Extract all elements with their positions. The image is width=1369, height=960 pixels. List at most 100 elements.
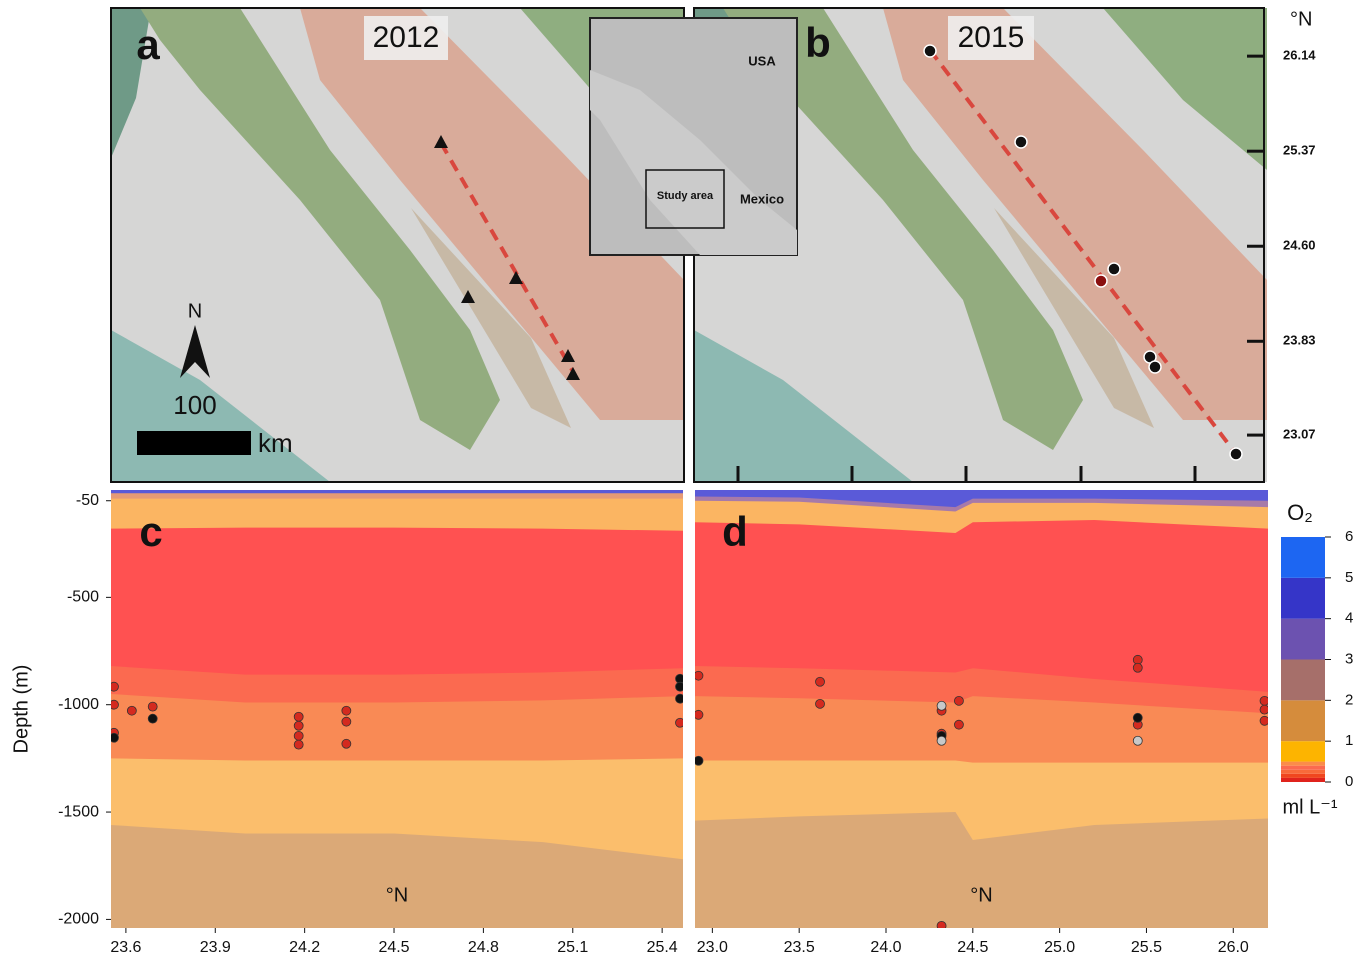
- lon-ticks: [736, 466, 1197, 482]
- panel-label: c: [139, 508, 162, 555]
- colorbar-band: [1281, 773, 1325, 778]
- colorbar-band: [1281, 618, 1325, 660]
- sample-point: [1132, 662, 1143, 673]
- o2-layer: [695, 490, 1268, 692]
- lat-axis-label: °N: [1290, 8, 1312, 30]
- sample-point: [1132, 712, 1143, 723]
- y-tick-label: -1500: [58, 803, 99, 820]
- o2-layer: [695, 490, 1268, 508]
- colorbar-band: [1281, 777, 1325, 782]
- colorbar-tick-label: 3: [1345, 650, 1353, 667]
- inset-map: USA Study area Mexico: [589, 17, 798, 256]
- station: [509, 271, 523, 284]
- year: 2012: [373, 21, 440, 54]
- sample-point: [341, 738, 352, 749]
- colorbar-tick-label: 5: [1345, 569, 1353, 586]
- panel-label: a: [136, 21, 160, 68]
- x-tick-label: 25.0: [1044, 939, 1075, 956]
- o2-layer: [111, 490, 683, 494]
- section: [695, 490, 1268, 928]
- lat-tick-label: 23.07: [1283, 427, 1316, 442]
- sample-point: [1259, 695, 1268, 706]
- sample-point: [147, 713, 158, 724]
- sample-point: [293, 711, 304, 722]
- colorbar: O₂ ml L⁻¹ 0 1 2 3 4 5 6: [1281, 500, 1353, 818]
- x-tick-label: 23.6: [110, 939, 141, 956]
- x-tick-label: 24.8: [468, 939, 499, 956]
- sample-point: [1259, 704, 1268, 715]
- x-tick-label: 26.0: [1218, 939, 1249, 956]
- y-tick-label: -1000: [58, 696, 99, 713]
- colorbar-tick-label: 2: [1345, 691, 1353, 708]
- sample-point: [815, 698, 825, 709]
- lat-tick-label: 24.60: [1283, 238, 1316, 253]
- colorbar-band: [1281, 765, 1325, 770]
- station: [561, 349, 575, 362]
- x-tick-label: 24.0: [870, 939, 901, 956]
- o2-layer: [111, 490, 683, 675]
- sample-point: [954, 695, 964, 706]
- y-tick-label: -50: [76, 492, 99, 509]
- sample-point: [675, 681, 683, 692]
- sample-point: [293, 739, 304, 750]
- country-label: USA: [748, 53, 776, 68]
- panel-label: d: [722, 508, 748, 555]
- sample-point: [1132, 735, 1143, 746]
- sample-point: [936, 735, 947, 746]
- lat-tick-label: 25.37: [1283, 143, 1316, 158]
- north-label: N: [188, 300, 202, 322]
- station: [566, 367, 580, 380]
- x-tick-label: 25.5: [1131, 939, 1162, 956]
- station: [1107, 262, 1121, 276]
- sample-point: [293, 730, 304, 741]
- colorbar-band: [1281, 577, 1325, 619]
- section: [111, 490, 683, 928]
- sample-point: [111, 732, 119, 743]
- stations: [923, 44, 1243, 461]
- colorbar-band: [1281, 537, 1325, 578]
- scale-unit: km: [258, 428, 293, 458]
- colorbar-band: [1281, 700, 1325, 742]
- study-box: [645, 169, 725, 229]
- country-label: Mexico: [740, 191, 784, 206]
- scale-bar: [137, 431, 251, 455]
- colorbar-band: [1281, 761, 1325, 766]
- inset-land: [590, 70, 797, 255]
- station: [923, 44, 937, 58]
- x-tick-label: 25.4: [647, 939, 678, 956]
- colorbar-band: [1281, 659, 1325, 701]
- north-arrow: [180, 325, 210, 378]
- y-tick-label: -500: [67, 589, 99, 606]
- station: [461, 290, 475, 303]
- map-b: b 2015 °N: [693, 7, 1312, 483]
- transect: [439, 141, 577, 377]
- year-box: [364, 16, 448, 60]
- y-tick-label: -2000: [58, 911, 99, 928]
- sample-point: [341, 716, 352, 727]
- colorbar-band: [1281, 769, 1325, 774]
- sample-point: [293, 720, 304, 731]
- sample-point: [341, 705, 352, 716]
- colorbar-tick-label: 6: [1345, 528, 1353, 545]
- sample-point: [675, 693, 683, 704]
- colorbar-unit: ml L⁻¹: [1283, 796, 1338, 818]
- station: [1094, 274, 1108, 288]
- colorbar-tick-label: 1: [1345, 732, 1353, 749]
- sample-point: [954, 719, 964, 730]
- x-axis-label: °N: [386, 884, 408, 906]
- scale-distance: 100: [173, 390, 216, 420]
- station: [1229, 447, 1243, 461]
- x-axis-label: °N: [970, 884, 992, 906]
- station: [434, 135, 448, 148]
- colorbar-tick-label: 4: [1345, 610, 1353, 627]
- colorbar-tick-label: 0: [1345, 773, 1353, 790]
- sample-point: [695, 670, 704, 681]
- o2-layer: [111, 490, 683, 531]
- sample-point: [147, 701, 158, 712]
- x-tick-label: 23.0: [697, 939, 728, 956]
- sample-point: [675, 717, 683, 728]
- lat-tick-label: 26.14: [1283, 48, 1316, 63]
- station: [1014, 135, 1028, 149]
- sample-point: [1259, 715, 1268, 726]
